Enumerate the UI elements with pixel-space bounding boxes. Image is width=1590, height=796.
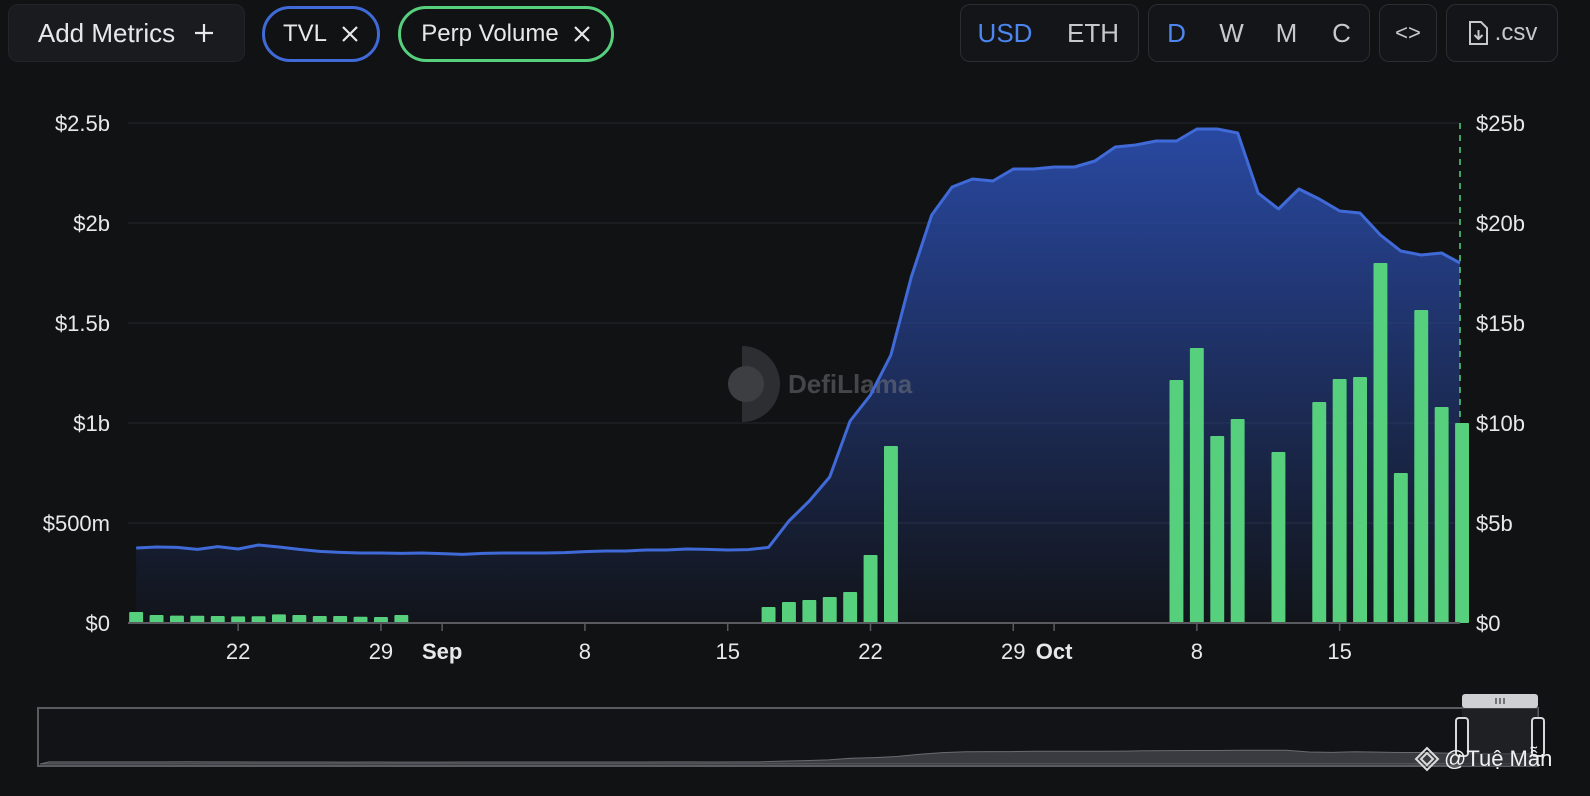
period-weekly-option[interactable]: W (1219, 17, 1244, 48)
author-credit: @Tuệ Mẫn (1414, 746, 1552, 772)
perp-volume-bar (333, 616, 348, 623)
add-metrics-label: Add Metrics (37, 17, 176, 48)
y-axis-left-tick-label: $1b (73, 411, 110, 436)
tvl-line (136, 127, 1461, 556)
credit-text: @Tuệ Mẫn (1444, 746, 1553, 771)
defillama-watermark: DefiLlama (728, 346, 913, 422)
period-toggle: D W M C (1148, 4, 1370, 62)
perp-volume-bar (210, 616, 225, 623)
embed-button[interactable]: <> (1379, 4, 1437, 62)
tvl-chip-label: TVL (282, 20, 327, 47)
y-axis-left-tick-label: $0 (86, 611, 110, 636)
perp-volume-bar (353, 616, 368, 623)
perp-volume-bar (843, 592, 858, 623)
currency-eth-option[interactable]: ETH (1067, 17, 1119, 48)
perp-volume-bar (1393, 473, 1408, 623)
slider-preview-line (39, 749, 1537, 765)
perp-volume-bar (761, 607, 776, 623)
perp-volume-bar (822, 597, 837, 623)
download-csv-button[interactable]: .csv (1446, 4, 1558, 62)
perp-volume-bar (1353, 377, 1367, 623)
chart-toolbar: Add Metrics TVL Perp Volume USD ETH D W … (0, 0, 1590, 70)
chart-axes: $0 $0 $500m $5b $1b $10b $1.5b $15b $2b $20b $2.5b… (43, 111, 1525, 664)
currency-toggle: USD ETH (960, 4, 1139, 62)
x-axis-tick-label: 29 (369, 639, 393, 664)
period-cumulative-option[interactable]: C (1332, 17, 1351, 48)
perp-volume-bar (1169, 380, 1184, 623)
tvl-series-line (136, 127, 1461, 556)
perp-volume-bar (863, 555, 878, 623)
perp-volume-bar (312, 616, 327, 623)
perp-volume-bar (782, 602, 796, 623)
y-axis-right-tick-label: $15b (1476, 311, 1525, 336)
x-axis-tick-label: Sep (422, 639, 462, 664)
slider-left-handle[interactable] (1455, 717, 1469, 757)
x-axis-tick-label: 8 (579, 639, 591, 664)
perp-volume-bar (1434, 407, 1449, 623)
perp-volume-bars (129, 263, 1469, 623)
perp-volume-bar (1230, 419, 1245, 623)
y-axis-left-tick-label: $1.5b (55, 311, 110, 336)
perp-volume-bar (190, 615, 205, 623)
perp-volume-bar (1455, 423, 1469, 623)
y-axis-left-tick-label: $2b (73, 211, 110, 236)
y-axis-right-tick-label: $25b (1476, 111, 1525, 136)
y-axis-right-tick-label: $10b (1476, 411, 1525, 436)
range-slider[interactable] (37, 694, 1545, 767)
period-monthly-option[interactable]: M (1275, 17, 1298, 48)
watermark-text: DefiLlama (788, 369, 913, 399)
y-axis-left-tick-label: $2.5b (55, 111, 110, 136)
diamond-logo-icon (1414, 746, 1440, 772)
perp-volume-bar (1189, 348, 1204, 623)
x-axis-tick-label: 22 (858, 639, 882, 664)
currency-usd-option[interactable]: USD (977, 17, 1033, 48)
perp-volume-bar (251, 616, 266, 623)
perp-volume-bar (1210, 436, 1225, 623)
tvl-metric-chip[interactable]: TVL (262, 6, 380, 62)
x-axis-tick-label: Oct (1036, 639, 1073, 664)
perp-volume-chip-label: Perp Volume (421, 20, 559, 47)
x-axis-tick-label: 8 (1191, 639, 1203, 664)
perp-volume-bar (292, 615, 307, 623)
tvl-area-fill (136, 129, 1461, 623)
perp-volume-bar (231, 616, 246, 623)
perp-volume-bar (1414, 310, 1429, 623)
x-axis-tick-label: 15 (1327, 639, 1351, 664)
perp-volume-bar (1332, 379, 1347, 623)
perp-volume-bar (170, 615, 184, 623)
add-metrics-button[interactable]: Add Metrics (8, 4, 245, 62)
perp-volume-bar (1312, 402, 1327, 623)
csv-label: .csv (1494, 19, 1538, 46)
y-axis-right-tick-label: $20b (1476, 211, 1525, 236)
y-axis-left-tick-label: $500m (43, 511, 110, 536)
perp-volume-bar (272, 614, 286, 623)
perp-volume-metric-chip[interactable]: Perp Volume (398, 6, 614, 62)
x-axis-tick-label: 29 (1001, 639, 1025, 664)
close-icon[interactable] (573, 25, 591, 43)
perp-volume-bar (374, 617, 388, 623)
perp-volume-bar (1271, 452, 1286, 623)
perp-volume-bar (149, 615, 164, 623)
y-axis-right-tick-label: $5b (1476, 511, 1513, 536)
perp-volume-bar (802, 600, 817, 623)
y-axis-right-tick-label: $0 (1476, 611, 1500, 636)
slider-right-handle[interactable] (1531, 717, 1545, 757)
file-download-icon (1468, 21, 1488, 45)
period-daily-option[interactable]: D (1167, 17, 1186, 48)
perp-volume-bar (1373, 263, 1388, 623)
slider-selection[interactable] (1462, 708, 1538, 766)
tvl-area (136, 129, 1461, 623)
perp-volume-bar (129, 612, 144, 623)
perp-volume-bar (394, 615, 409, 623)
perp-volume-bar (884, 446, 898, 623)
close-icon[interactable] (341, 25, 359, 43)
x-axis-tick-label: 22 (226, 639, 250, 664)
embed-label: <> (1395, 20, 1421, 45)
x-axis-tick-label: 15 (715, 639, 739, 664)
plus-icon (195, 24, 214, 42)
